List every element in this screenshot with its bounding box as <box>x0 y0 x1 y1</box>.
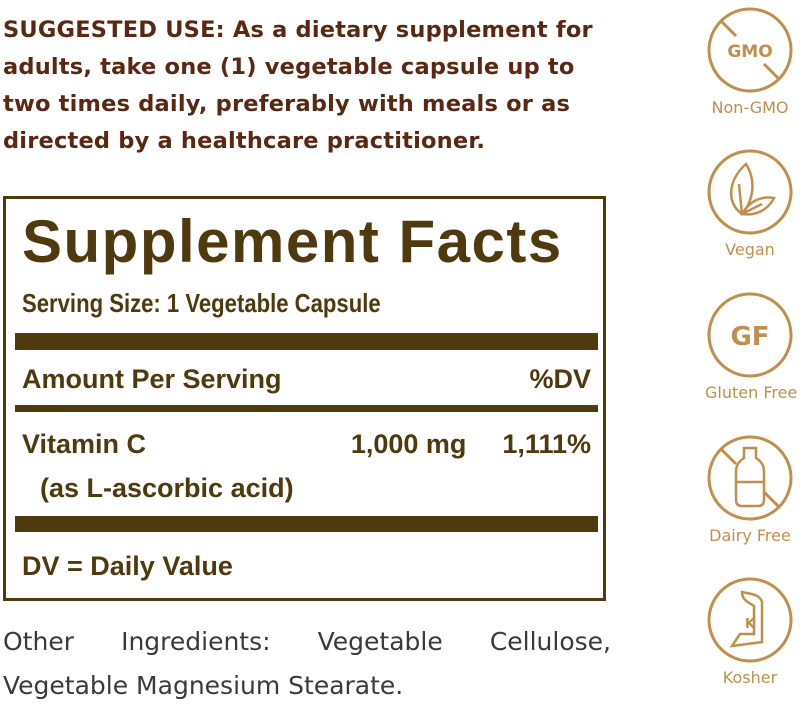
divider-thick <box>15 333 598 350</box>
badge-label: Gluten Free <box>705 383 798 402</box>
dv-footnote: DV = Daily Value <box>22 549 591 583</box>
svg-text:K: K <box>745 617 756 632</box>
badge-non-gmo: GMO Non-GMO <box>705 6 795 117</box>
leaf-icon <box>707 149 793 235</box>
kosher-icon: K <box>707 577 793 663</box>
dv-footnote-text: DV = Daily Value <box>22 551 233 581</box>
divider-thick-2 <box>15 516 598 532</box>
svg-text:GMO: GMO <box>727 42 772 62</box>
supplement-facts-panel: Supplement Facts Serving Size: 1 Vegetab… <box>3 196 606 601</box>
divider-medium <box>15 405 598 412</box>
other-ingredients: Other Ingredients: Vegetable Cellulose, … <box>3 627 611 700</box>
badge-label: Dairy Free <box>709 526 791 545</box>
badge-dairy-free: Dairy Free <box>705 434 795 545</box>
svg-text:GF: GF <box>730 322 769 352</box>
badge-vegan: Vegan <box>705 148 795 259</box>
serving-size: Serving Size: 1 Vegetable Capsule <box>22 288 381 318</box>
nutrient-name: Vitamin C <box>22 429 147 459</box>
badge-label: Vegan <box>725 240 775 259</box>
dv-header: %DV <box>529 364 591 394</box>
nutrient-source: (as L-ascorbic acid) <box>40 471 591 505</box>
amount-per-serving: Amount Per Serving <box>22 364 282 394</box>
nutrient-dv: 1,111% <box>502 429 591 459</box>
badge-label: Kosher <box>722 668 778 687</box>
facts-title: Supplement Facts <box>22 208 563 275</box>
nutrient-row: Vitamin C 1,000 mg 1,111% <box>22 427 591 461</box>
gmo-crossed-icon: GMO <box>707 7 793 93</box>
nutrient-source-text: (as L-ascorbic acid) <box>40 473 294 503</box>
gluten-free-icon: GF <box>707 292 793 378</box>
nutrient-amount: 1,000 mg <box>350 429 467 459</box>
amount-header: Amount Per Serving %DV <box>22 362 591 396</box>
badge-gluten-free: GF Gluten Free <box>705 291 798 402</box>
badge-label: Non-GMO <box>711 98 789 117</box>
badge-kosher: K Kosher <box>705 576 795 687</box>
milk-bottle-crossed-icon <box>707 435 793 521</box>
suggested-use-text: SUGGESTED USE: As a dietary supplement f… <box>3 17 593 154</box>
